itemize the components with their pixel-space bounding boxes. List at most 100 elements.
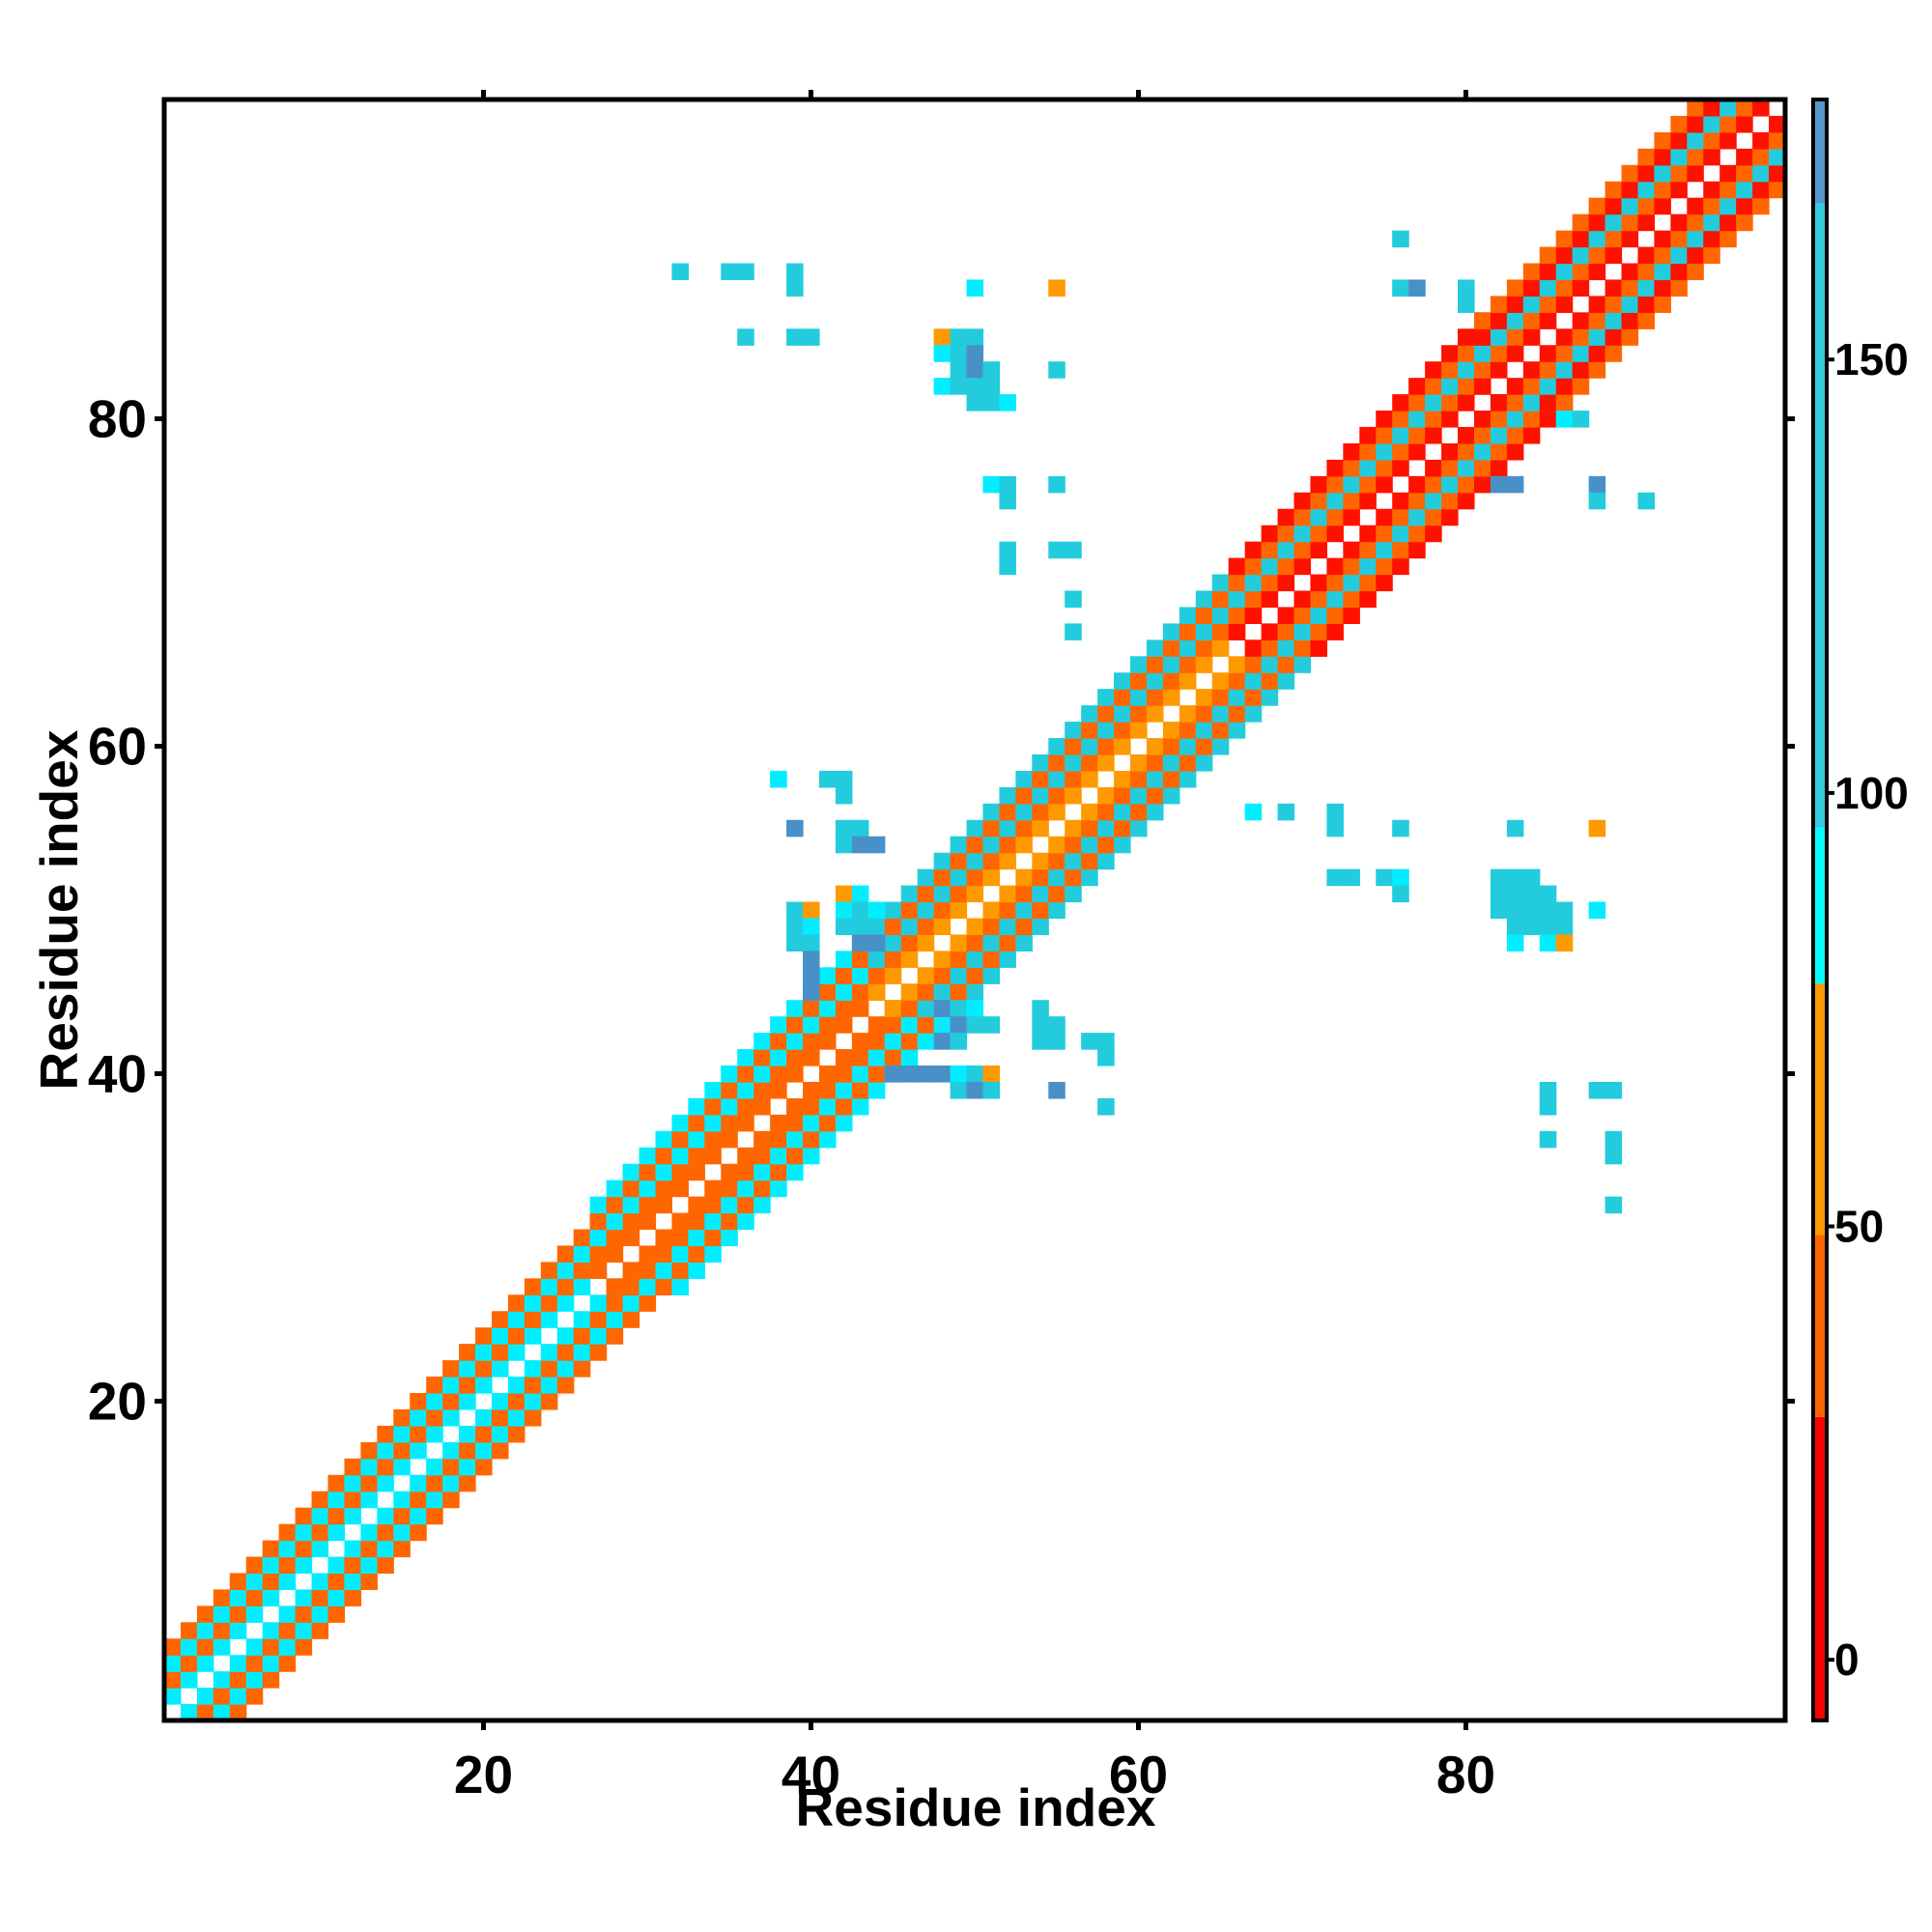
- contact-cell: [835, 1114, 853, 1132]
- contact-cell: [1392, 492, 1409, 510]
- contact-cell: [803, 1033, 820, 1050]
- contact-cell: [410, 1507, 427, 1525]
- contact-cell: [426, 1474, 443, 1492]
- contact-cell: [475, 1360, 493, 1378]
- contact-cell: [344, 1458, 361, 1476]
- contact-cell: [1539, 934, 1557, 952]
- contact-cell: [295, 1622, 313, 1639]
- contact-cell: [1506, 819, 1524, 838]
- contact-cell: [721, 1097, 738, 1116]
- contact-cell: [1376, 557, 1393, 576]
- contact-cell: [164, 1688, 182, 1705]
- contact-cell: [818, 1065, 837, 1083]
- contact-cell: [966, 394, 984, 412]
- contact-cell: [1048, 836, 1065, 854]
- contact-cell: [1473, 411, 1492, 428]
- contact-cell: [1441, 378, 1459, 395]
- contact-cell: [1015, 836, 1033, 854]
- contact-cell: [1408, 378, 1426, 395]
- contact-cell: [1572, 328, 1590, 346]
- contact-cell: [589, 1212, 608, 1231]
- contact-cell: [360, 1474, 378, 1492]
- contact-cell: [278, 1556, 297, 1575]
- contact-cell: [1310, 574, 1328, 592]
- contact-cell: [459, 1377, 476, 1394]
- contact-cell: [835, 819, 853, 838]
- contact-cell: [1670, 263, 1688, 281]
- contact-cell: [655, 1229, 673, 1247]
- colorbar-bin: [1813, 99, 1827, 204]
- contact-cell: [737, 1065, 754, 1083]
- contact-cell: [704, 1196, 722, 1214]
- contact-cell: [1310, 590, 1328, 609]
- contact-cell: [1130, 722, 1148, 739]
- contact-cell: [818, 770, 837, 788]
- contact-cell: [1458, 442, 1475, 461]
- contact-cell: [1359, 590, 1377, 609]
- contact-cell: [950, 934, 968, 952]
- contact-cell: [770, 1147, 787, 1165]
- contact-cell: [1293, 656, 1312, 673]
- contact-cell: [377, 1540, 394, 1558]
- contact-cell: [1392, 819, 1409, 838]
- contact-cell: [818, 1114, 837, 1132]
- contact-cell: [818, 967, 837, 984]
- contact-cell: [622, 1212, 640, 1231]
- contact-cell: [835, 770, 853, 788]
- contact-cell: [1359, 557, 1377, 576]
- contact-cell: [1458, 345, 1475, 362]
- contact-cell: [1588, 328, 1606, 346]
- contact-cell: [589, 1229, 608, 1247]
- contact-cell: [1359, 475, 1377, 494]
- contact-cell: [753, 1196, 771, 1214]
- contact-cell: [867, 1033, 886, 1050]
- contact-cell: [262, 1671, 280, 1689]
- contact-cell: [1408, 492, 1426, 510]
- contact-cell: [1277, 672, 1295, 690]
- contact-cell: [491, 1393, 509, 1410]
- contact-cell: [1539, 901, 1557, 920]
- contact-cell: [1081, 1033, 1098, 1050]
- contact-cell: [295, 1605, 313, 1623]
- contact-cell: [1130, 803, 1148, 821]
- contact-cell: [1244, 689, 1263, 706]
- contact-cell: [507, 1311, 526, 1328]
- contact-cell: [573, 1360, 591, 1378]
- contact-cell: [556, 1377, 575, 1394]
- contact-cell: [1490, 328, 1508, 346]
- contact-cell: [1048, 1016, 1065, 1034]
- contact-cell: [1310, 475, 1328, 494]
- contact-cell: [327, 1491, 346, 1509]
- contact-cell: [803, 967, 820, 984]
- contact-cell: [933, 1016, 952, 1034]
- contact-cell: [622, 1311, 640, 1328]
- contact-cell: [1293, 590, 1312, 609]
- contact-cell: [1195, 639, 1213, 657]
- contact-cell: [229, 1605, 247, 1623]
- contact-cell: [1605, 181, 1623, 199]
- contact-cell: [442, 1458, 460, 1476]
- contact-cell: [1392, 442, 1409, 461]
- contact-cell: [245, 1638, 264, 1656]
- contact-cell: [704, 1130, 722, 1149]
- contact-cell: [1244, 672, 1263, 690]
- contact-cell: [786, 901, 804, 920]
- contact-cell: [1555, 901, 1574, 920]
- contact-cell: [622, 1294, 640, 1312]
- contact-cell: [1261, 656, 1279, 673]
- contact-cell: [1490, 901, 1508, 920]
- contact-cell: [639, 1196, 657, 1214]
- contact-cell: [884, 1049, 902, 1066]
- contact-cell: [753, 1033, 771, 1050]
- contact-cell: [655, 1196, 673, 1214]
- contact-cell: [786, 1049, 804, 1066]
- contact-cell: [1670, 213, 1688, 232]
- contact-cell: [999, 492, 1016, 510]
- contact-cell: [1277, 574, 1295, 592]
- contact-cell: [688, 1212, 705, 1231]
- contact-cell: [786, 1016, 804, 1034]
- contact-cell: [770, 1179, 787, 1198]
- contact-cell: [753, 1130, 771, 1149]
- contact-cell: [1425, 378, 1442, 395]
